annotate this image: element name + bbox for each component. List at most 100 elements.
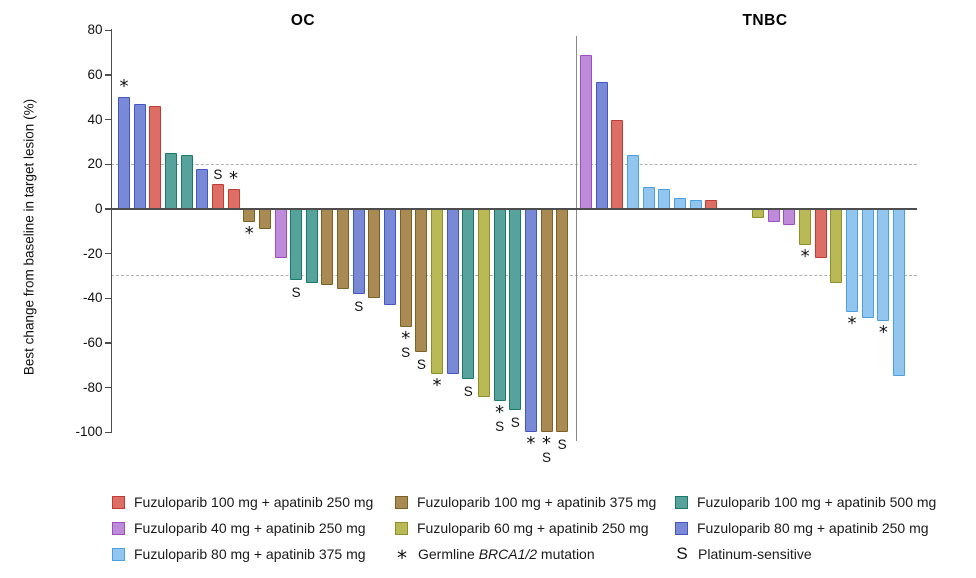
y-tick-40 [104, 118, 111, 121]
brca-mutation-marker: * [229, 167, 239, 189]
legend-item-yellowgreen-arm: Fuzuloparib 60 mg + apatinib 250 mg [395, 520, 649, 536]
legend-item-red-arm: Fuzuloparib 100 mg + apatinib 250 mg [112, 494, 373, 510]
cohort-divider-line [576, 36, 577, 441]
brca-mutation-marker: * [432, 375, 442, 397]
bar-oc-29 [556, 209, 569, 433]
y-tick-label--40: -40 [82, 290, 103, 306]
platinum-sensitive-marker: S [557, 437, 567, 453]
legend-item-label: Germline BRCA1/2 mutation [418, 546, 595, 562]
platinum-sensitive-marker: S [542, 450, 552, 466]
brca-mutation-marker: * [847, 312, 857, 334]
legend-item-label: Fuzuloparib 80 mg + apatinib 250 mg [697, 520, 929, 536]
bar-tnbc-13 [767, 209, 780, 223]
y-tick-label-20: 20 [87, 156, 103, 172]
plot-area: 80 60 40 20 0 -20 -40 -60 -80 -100 OC * S * * S S * S S * S * S… [75, 12, 917, 466]
y-tick-label-60: 60 [87, 67, 103, 82]
bar-tnbc-12 [752, 209, 765, 218]
zero-baseline [110, 208, 917, 210]
y-tick-80 [104, 29, 111, 32]
bar-tnbc-6 [658, 188, 671, 209]
s-marker-icon: S [676, 544, 688, 563]
brca-mutation-marker: * [800, 245, 810, 267]
legend-item-teal-arm: Fuzuloparib 100 mg + apatinib 500 mg [675, 494, 936, 510]
bar-oc-28 [540, 209, 553, 433]
brca-mutation-marker: * [526, 433, 536, 455]
legend-item-label: Fuzuloparib 60 mg + apatinib 250 mg [417, 520, 649, 536]
bar-oc-23 [462, 209, 475, 379]
bar-tnbc-3 [611, 119, 624, 209]
bar-oc-15 [337, 209, 350, 290]
platinum-sensitive-marker: S [291, 285, 301, 301]
y-axis-line [110, 29, 112, 433]
y-tick-label--20: -20 [82, 245, 103, 261]
bar-oc-2 [133, 104, 146, 209]
legend-item-label: Fuzuloparib 80 mg + apatinib 375 mg [134, 546, 366, 562]
legend-swatch-red-icon [112, 495, 125, 509]
bar-oc-25 [493, 209, 506, 402]
bar-oc-11 [274, 209, 287, 259]
y-tick-label--80: -80 [82, 379, 103, 395]
y-tick-label--60: -60 [82, 334, 103, 350]
brca-mutation-marker: * [495, 402, 505, 424]
bar-oc-4 [164, 153, 177, 209]
bar-oc-19 [399, 209, 412, 328]
y-tick--40 [104, 297, 111, 300]
bar-oc-16 [352, 209, 365, 294]
bar-oc-1 [118, 97, 130, 209]
legend-item-label: Fuzuloparib 40 mg + apatinib 250 mg [134, 520, 366, 536]
y-tick-label-0: 0 [94, 201, 103, 216]
bar-oc-10 [258, 209, 271, 230]
platinum-sensitive-marker: S [495, 419, 505, 435]
asterisk-icon: * [397, 546, 407, 570]
legend-item-purple-arm: Fuzuloparib 40 mg + apatinib 250 mg [112, 520, 366, 536]
legend-item-label: Fuzuloparib 100 mg + apatinib 375 mg [417, 494, 657, 510]
y-tick-60 [104, 74, 111, 76]
bar-tnbc-18 [846, 209, 859, 312]
bar-tnbc-2 [595, 81, 608, 209]
legend-swatch-yellowgreen-icon [395, 521, 408, 535]
group-title-tnbc: TNBC [742, 12, 788, 29]
legend-item-platinum-sensitive: S Platinum-sensitive [675, 544, 812, 563]
bar-tnbc-21 [893, 209, 905, 377]
y-tick-label--100: -100 [75, 424, 103, 440]
y-tick-label-80: 80 [87, 22, 103, 38]
y-tick--60 [104, 342, 111, 344]
platinum-sensitive-marker: S [401, 345, 411, 361]
bar-tnbc-15 [799, 209, 812, 245]
bar-tnbc-20 [877, 209, 890, 321]
platinum-sensitive-marker: S [416, 356, 426, 372]
y-tick--20 [104, 252, 111, 255]
bar-tnbc-19 [861, 209, 874, 319]
y-axis-title: Best change from baseline in target lesi… [21, 98, 37, 376]
bar-oc-7 [211, 184, 224, 209]
bar-tnbc-5 [642, 186, 655, 209]
bar-oc-20 [415, 209, 428, 352]
bar-oc-12 [290, 209, 303, 281]
bar-tnbc-4 [626, 155, 639, 209]
bar-oc-8 [227, 188, 240, 209]
bar-oc-27 [524, 209, 537, 433]
bar-tnbc-14 [783, 209, 796, 225]
platinum-sensitive-marker: S [510, 414, 520, 430]
platinum-sensitive-marker: S [354, 298, 364, 314]
legend-item-blue-arm: Fuzuloparib 80 mg + apatinib 250 mg [675, 520, 929, 536]
y-tick--80 [104, 386, 111, 389]
bar-oc-17 [368, 209, 381, 299]
bar-oc-9 [243, 209, 256, 223]
legend-item-skyblue-arm: Fuzuloparib 80 mg + apatinib 375 mg [112, 546, 366, 562]
legend-item-brca-mutation: * Germline BRCA1/2 mutation [395, 546, 595, 570]
y-tick-label-40: 40 [87, 111, 103, 127]
bar-tnbc-17 [830, 209, 843, 283]
legend-item-brown-arm: Fuzuloparib 100 mg + apatinib 375 mg [395, 494, 656, 510]
bar-oc-3 [149, 106, 162, 209]
brca-mutation-marker: * [244, 223, 254, 245]
legend-swatch-teal-icon [675, 495, 688, 509]
brca-mutation-marker: * [119, 76, 129, 98]
legend-item-label: Platinum-sensitive [698, 546, 812, 562]
legend-swatch-blue-icon [675, 521, 688, 535]
bar-tnbc-16 [814, 209, 827, 259]
bar-oc-13 [305, 209, 318, 283]
y-tick-20 [104, 163, 111, 166]
platinum-sensitive-marker: S [463, 383, 473, 399]
